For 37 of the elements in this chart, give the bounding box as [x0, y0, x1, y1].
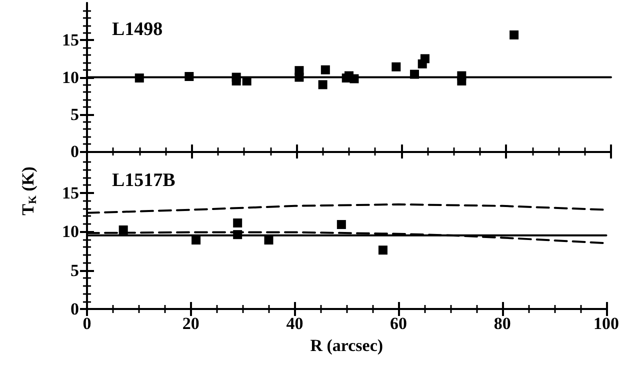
y-tick-label: 5: [70, 104, 79, 124]
point: [118, 225, 128, 234]
point: [134, 73, 144, 82]
y-tick-label: 0: [70, 142, 79, 161]
point: [242, 76, 252, 86]
y-axis-title: TK (K): [18, 166, 39, 216]
y-tick-label: 5: [70, 260, 79, 280]
x-axis-title: R (arcsec): [310, 336, 384, 355]
x-tick-label: 100: [594, 314, 619, 333]
point: [336, 220, 346, 230]
point: [510, 30, 519, 40]
x-tick-label: 80: [494, 314, 511, 333]
y-tick-label: 10: [62, 68, 79, 87]
x-tick-label: 60: [390, 314, 408, 333]
point: [264, 236, 274, 245]
point: [233, 230, 242, 240]
y-tick-label: 15: [62, 183, 79, 202]
point: [350, 74, 359, 84]
text: L1498: [112, 19, 163, 40]
point: [184, 72, 194, 82]
point: [192, 236, 201, 245]
point: [420, 54, 430, 64]
y-tick-label: 15: [62, 30, 79, 50]
point: [320, 65, 330, 74]
point: [392, 62, 401, 72]
point: [378, 246, 388, 255]
point: [410, 70, 419, 79]
point: [318, 80, 328, 90]
x-tick-label: 40: [286, 314, 304, 333]
y-tick-label: 10: [62, 222, 79, 241]
y-tick-label: 0: [70, 300, 79, 318]
point: [294, 66, 304, 76]
x-tick-label: 20: [182, 314, 200, 333]
x-tick-label: 0: [82, 314, 92, 333]
point: [233, 218, 242, 228]
point: [232, 72, 241, 82]
text: L1517B: [112, 170, 176, 191]
